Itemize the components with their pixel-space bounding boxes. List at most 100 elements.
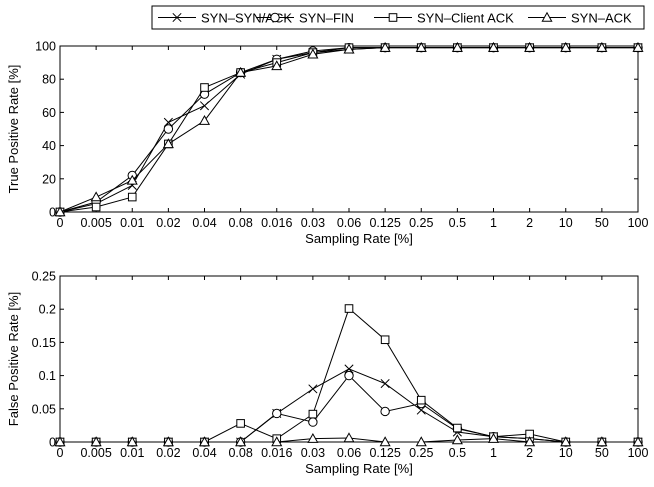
plot-frame	[59, 45, 639, 213]
y-tick-label: 0.2	[39, 303, 56, 317]
data-point	[524, 41, 536, 52]
x-tick-label: 1	[490, 446, 497, 460]
legend-entry: SYN–SYN/ACK	[158, 11, 292, 26]
x-tick-label: 0.016	[261, 216, 292, 230]
data-point	[271, 60, 283, 71]
data-point	[200, 83, 209, 92]
y-tick-label: 0.05	[32, 402, 56, 416]
y-tick-label: 0	[49, 436, 56, 450]
data-point	[596, 436, 608, 447]
x-tick-label: 0.125	[369, 446, 400, 460]
data-point	[90, 191, 102, 202]
x-tick-label: 0.08	[228, 446, 252, 460]
data-point	[632, 436, 644, 447]
data-point	[235, 436, 247, 447]
x-tick-label: 10	[559, 216, 573, 230]
data-point	[54, 436, 66, 447]
data-point	[380, 406, 390, 417]
legend-label: SYN–ACK	[571, 11, 632, 26]
data-point	[453, 423, 462, 433]
x-tick-label: 0.04	[192, 216, 216, 230]
x-tick-label: 0.02	[156, 446, 180, 460]
data-point	[380, 379, 390, 389]
data-point	[54, 206, 66, 217]
data-point	[344, 364, 354, 374]
legend-label: SYN–FIN	[299, 11, 354, 26]
x-tick-label: 100	[628, 446, 649, 460]
x-tick-label: 10	[559, 446, 573, 460]
x-tick-label: 0.25	[409, 446, 433, 460]
x-tick-label: 50	[595, 446, 609, 460]
data-point	[524, 436, 536, 447]
y-tick-label: 0	[49, 206, 56, 220]
data-point	[308, 384, 318, 394]
data-point	[451, 434, 463, 445]
x-tick-label: 0.04	[192, 446, 216, 460]
data-point	[344, 370, 354, 381]
data-point	[163, 124, 174, 134]
series-square	[55, 43, 643, 217]
y-tick-label: 20	[42, 172, 56, 186]
series-line	[59, 47, 638, 213]
series-line	[59, 47, 638, 213]
series-line	[59, 47, 638, 213]
y-tick-label: 0.25	[32, 270, 56, 284]
data-point	[90, 436, 102, 447]
y-tick-label: 0.1	[39, 369, 56, 383]
legend-marker	[541, 11, 553, 22]
y-axis-label: True Positive Rate [%]	[6, 65, 21, 194]
x-tick-label: 0.08	[228, 216, 252, 230]
x-tick-label: 0.02	[156, 216, 180, 230]
y-tick-label: 40	[42, 139, 56, 153]
data-point	[271, 436, 283, 447]
data-point	[126, 174, 138, 185]
data-point	[343, 43, 355, 54]
x-tick-label: 0.03	[301, 216, 325, 230]
x-tick-label: 0	[57, 216, 64, 230]
data-point	[235, 66, 247, 77]
y-tick-label: 0.15	[32, 336, 56, 350]
legend-entry: SYN–FIN	[256, 11, 354, 26]
data-point	[416, 395, 426, 405]
data-point	[416, 405, 426, 415]
series-line	[60, 374, 638, 443]
legend: SYN–SYN/ACK SYN–FIN SYN–Client ACK SYN–ACK	[151, 5, 645, 30]
y-tick-label: 60	[42, 106, 56, 120]
legend-entry: SYN–Client ACK	[374, 11, 514, 26]
data-point	[596, 41, 608, 52]
data-point	[560, 436, 572, 447]
x-axis-label: Sampling Rate [%]	[305, 461, 413, 476]
x-axis-label: Sampling Rate [%]	[305, 231, 413, 246]
data-point	[560, 41, 572, 52]
x-tick-label: 0.5	[449, 216, 466, 230]
data-point	[198, 114, 211, 125]
legend-entry: SYN–ACK	[528, 11, 632, 26]
plot-frame	[59, 275, 639, 443]
data-point	[236, 419, 245, 428]
x-tick-label: 0.03	[301, 446, 325, 460]
legend-marker	[172, 12, 182, 23]
series-x	[55, 43, 643, 217]
data-point	[272, 408, 282, 419]
data-point	[380, 335, 390, 345]
false-positive-rate-chart: 0 0.005 0.01 0.02 0.04 0.08 0.016 0.03 0.06 0.125…	[6, 270, 648, 477]
data-point	[162, 436, 174, 447]
data-point	[91, 202, 101, 212]
data-point	[487, 41, 500, 52]
x-tick-label: 0.016	[261, 446, 292, 460]
data-point	[308, 417, 318, 427]
x-tick-label: 2	[526, 446, 533, 460]
x-tick-label: 0.125	[369, 216, 400, 230]
data-point	[127, 192, 137, 202]
x-tick-label: 0.01	[120, 446, 144, 460]
x-tick-label: 0.5	[449, 446, 466, 460]
x-tick-label: 0.005	[80, 216, 111, 230]
data-point	[343, 432, 355, 443]
data-point	[307, 432, 319, 443]
data-point	[126, 436, 138, 447]
legend-marker	[388, 13, 398, 22]
data-point	[415, 41, 427, 52]
series-triangle	[54, 41, 644, 217]
data-point	[162, 138, 174, 149]
